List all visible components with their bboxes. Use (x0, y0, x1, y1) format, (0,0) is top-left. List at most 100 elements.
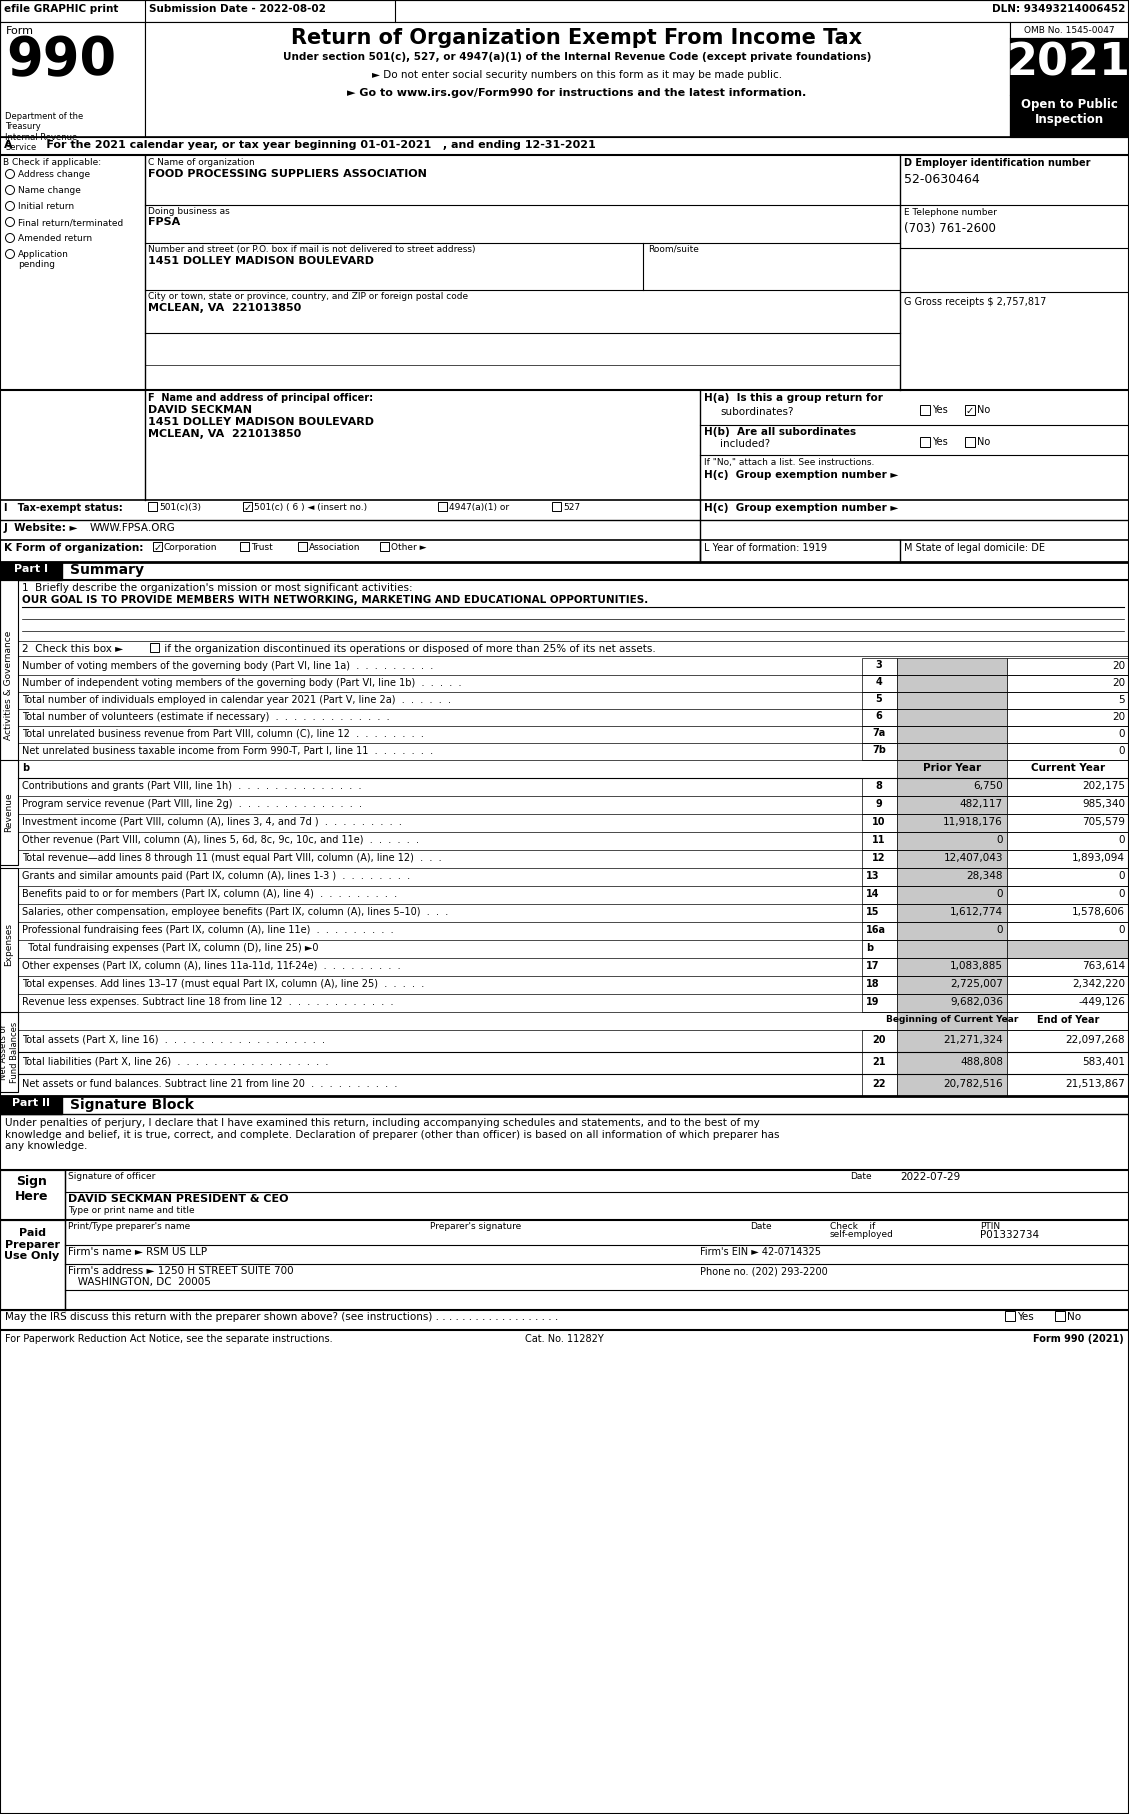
Text: 763,614: 763,614 (1082, 961, 1124, 970)
Text: Sign
Here: Sign Here (16, 1175, 49, 1203)
Bar (898, 851, 1007, 869)
Text: 2  Check this box ►: 2 Check this box ► (21, 644, 123, 655)
Text: WWW.FPSA.ORG: WWW.FPSA.ORG (90, 522, 176, 533)
Bar (1007, 744, 1129, 760)
Bar (863, 796, 898, 814)
Text: C Name of organization: C Name of organization (148, 158, 255, 167)
Text: 0: 0 (1119, 746, 1124, 756)
Bar (0, 1221, 65, 1310)
Text: 20: 20 (1112, 713, 1124, 722)
Text: 1451 DOLLEY MADISON BOULEVARD: 1451 DOLLEY MADISON BOULEVARD (148, 256, 374, 267)
Text: City or town, state or province, country, and ZIP or foreign postal code: City or town, state or province, country… (148, 292, 469, 301)
Text: 1,578,606: 1,578,606 (1073, 907, 1124, 918)
Bar (552, 502, 561, 512)
Text: End of Year: End of Year (1036, 1016, 1100, 1025)
Text: 990: 990 (6, 34, 116, 85)
Text: ► Do not enter social security numbers on this form as it may be made public.: ► Do not enter social security numbers o… (371, 71, 782, 80)
Text: 202,175: 202,175 (1082, 782, 1124, 791)
Text: ✓: ✓ (244, 502, 252, 513)
Text: Preparer's signature: Preparer's signature (430, 1223, 522, 1232)
Text: 501(c)(3): 501(c)(3) (159, 502, 201, 512)
Text: Open to Public
Inspection: Open to Public Inspection (1021, 98, 1118, 125)
Text: Check    if: Check if (830, 1223, 875, 1232)
Bar (898, 869, 1007, 885)
Text: H(c)  Group exemption number ►: H(c) Group exemption number ► (704, 502, 899, 513)
Bar (898, 709, 1007, 726)
Text: DAVID SECKMAN: DAVID SECKMAN (148, 405, 252, 415)
Text: 0: 0 (1119, 729, 1124, 738)
Text: Date: Date (750, 1223, 771, 1232)
Text: 583,401: 583,401 (1082, 1058, 1124, 1067)
Bar (920, 437, 930, 446)
Text: H(b)  Are all subordinates: H(b) Are all subordinates (704, 426, 856, 437)
Text: H(a)  Is this a group return for: H(a) Is this a group return for (704, 394, 883, 403)
Text: 11,918,176: 11,918,176 (943, 816, 1003, 827)
Text: 0: 0 (997, 925, 1003, 934)
Text: 28,348: 28,348 (966, 871, 1003, 882)
Bar (1007, 994, 1129, 1012)
Bar (898, 1052, 1007, 1074)
Bar (898, 994, 1007, 1012)
Bar (863, 778, 898, 796)
Bar (145, 22, 1010, 138)
Text: Other revenue (Part VIII, column (A), lines 5, 6d, 8c, 9c, 10c, and 11e)  .  .  : Other revenue (Part VIII, column (A), li… (21, 834, 419, 845)
Text: 7a: 7a (873, 727, 885, 738)
Text: Revenue less expenses. Subtract line 18 from line 12  .  .  .  .  .  .  .  .  . : Revenue less expenses. Subtract line 18 … (21, 998, 394, 1007)
Bar (863, 851, 898, 869)
Text: subordinates?: subordinates? (720, 406, 794, 417)
Text: Salaries, other compensation, employee benefits (Part IX, column (A), lines 5–10: Salaries, other compensation, employee b… (21, 907, 448, 918)
Text: Form 990 (2021): Form 990 (2021) (1033, 1333, 1124, 1344)
Text: A               For the 2021 calendar year, or tax year beginning 01-01-2021   ,: A For the 2021 calendar year, or tax yea… (5, 140, 596, 151)
Text: Net Assets or
Fund Balances: Net Assets or Fund Balances (0, 1021, 19, 1083)
Bar (1007, 658, 1129, 675)
Bar (863, 691, 898, 709)
Bar (1007, 958, 1129, 976)
Text: Other ►: Other ► (391, 542, 427, 551)
Text: Submission Date - 2022-08-02: Submission Date - 2022-08-02 (149, 4, 326, 15)
Bar (1007, 885, 1129, 903)
Text: Doing business as: Doing business as (148, 207, 229, 216)
Text: Under penalties of perjury, I declare that I have examined this return, includin: Under penalties of perjury, I declare th… (5, 1117, 779, 1152)
Text: 10: 10 (873, 816, 886, 827)
Bar (863, 658, 898, 675)
Text: 501(c) ( 6 ) ◄ (insert no.): 501(c) ( 6 ) ◄ (insert no.) (254, 502, 367, 512)
Text: G Gross receipts $ 2,757,817: G Gross receipts $ 2,757,817 (904, 297, 1047, 307)
Text: DAVID SECKMAN PRESIDENT & CEO: DAVID SECKMAN PRESIDENT & CEO (68, 1194, 289, 1204)
Text: (703) 761-2600: (703) 761-2600 (904, 221, 996, 236)
Bar (1007, 796, 1129, 814)
Text: 9,682,036: 9,682,036 (949, 998, 1003, 1007)
Text: Program service revenue (Part VIII, line 2g)  .  .  .  .  .  .  .  .  .  .  .  .: Program service revenue (Part VIII, line… (21, 798, 362, 809)
Text: 21,513,867: 21,513,867 (1066, 1079, 1124, 1088)
Text: -449,126: -449,126 (1078, 998, 1124, 1007)
Text: 21: 21 (873, 1058, 886, 1067)
Text: B Check if applicable:: B Check if applicable: (3, 158, 102, 167)
Bar (1007, 940, 1129, 958)
Bar (0, 760, 18, 865)
Bar (898, 744, 1007, 760)
Text: Total fundraising expenses (Part IX, column (D), line 25) ►0: Total fundraising expenses (Part IX, col… (21, 943, 318, 952)
Text: Expenses: Expenses (5, 923, 14, 967)
Text: ✓: ✓ (966, 406, 974, 415)
Bar (150, 642, 159, 651)
Bar (298, 542, 307, 551)
Bar (1007, 851, 1129, 869)
Text: 16a: 16a (866, 925, 886, 934)
Text: Corporation: Corporation (164, 542, 218, 551)
Text: Prior Year: Prior Year (922, 764, 981, 773)
Text: 0: 0 (1119, 871, 1124, 882)
Text: Net unrelated business taxable income from Form 990-T, Part I, line 11  .  .  . : Net unrelated business taxable income fr… (21, 746, 434, 756)
Text: J  Website: ►: J Website: ► (5, 522, 79, 533)
Bar (148, 502, 157, 512)
Text: Yes: Yes (933, 437, 947, 446)
Bar (1054, 1312, 1065, 1321)
Text: 6,750: 6,750 (973, 782, 1003, 791)
Text: Current Year: Current Year (1031, 764, 1105, 773)
Text: 4947(a)(1) or: 4947(a)(1) or (449, 502, 509, 512)
Text: 2,342,220: 2,342,220 (1073, 980, 1124, 989)
Bar (380, 542, 390, 551)
Text: 21,271,324: 21,271,324 (943, 1036, 1003, 1045)
Text: Signature of officer: Signature of officer (68, 1172, 156, 1181)
Text: H(c)  Group exemption number ►: H(c) Group exemption number ► (704, 470, 899, 481)
Text: Cat. No. 11282Y: Cat. No. 11282Y (525, 1333, 603, 1344)
Bar (898, 796, 1007, 814)
